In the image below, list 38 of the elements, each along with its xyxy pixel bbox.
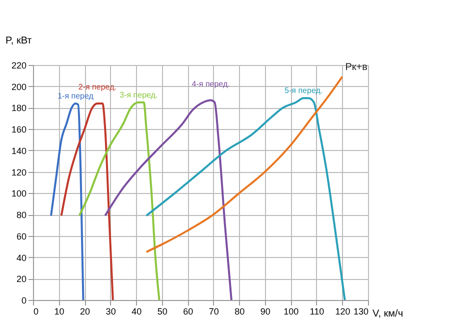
y-tick-label: 140 — [11, 146, 26, 156]
x-tick-label: 70 — [208, 306, 219, 316]
x-tick-label: 80 — [234, 306, 245, 316]
y-tick-label: 120 — [11, 167, 26, 178]
y-tick-label: 0 — [21, 296, 26, 306]
x-tick-label: 120 — [335, 306, 350, 316]
x-tick-label: 60 — [183, 306, 194, 316]
x-tick-label: 0 — [34, 306, 39, 316]
y-tick-label: 220 — [11, 60, 26, 70]
y-tick-label: 20 — [16, 274, 26, 284]
line-series — [78, 101, 160, 301]
line-series — [60, 102, 114, 301]
series-label: 1-я перед — [58, 91, 94, 100]
y-tick-label: 180 — [11, 103, 26, 114]
y-tick-label: 100 — [11, 188, 26, 199]
series-label: 3-я перед. — [120, 90, 158, 100]
text: 2-я перед. — [78, 82, 116, 92]
x-tick-label: 100 — [284, 306, 299, 316]
y-tick-label: 60 — [16, 231, 26, 242]
line-series — [104, 99, 232, 301]
y-tick-label: 200 — [11, 82, 26, 92]
series-label: 5-я перед. — [284, 86, 323, 96]
text: 4-я перед. — [192, 79, 230, 88]
series-label: Pк+в — [345, 62, 368, 73]
x-tick-label: 110 — [310, 306, 324, 316]
x-tick-label: 10 — [54, 306, 64, 316]
x-tick-label: 50 — [157, 306, 168, 316]
y-tick-label: 80 — [16, 210, 26, 220]
x-tick-label: 20 — [80, 306, 90, 316]
x-tick-label: 90 — [260, 306, 270, 316]
x-tick-label: 130 — [353, 306, 368, 316]
x-axis-title: V, км/ч — [372, 308, 404, 320]
y-tick-label: 160 — [11, 124, 26, 135]
line-series — [50, 102, 84, 301]
y-axis-title: P, кВт — [6, 36, 32, 46]
x-tick-label: 40 — [132, 306, 142, 316]
y-tick-label: 40 — [16, 252, 26, 263]
x-tick-label: 30 — [106, 306, 116, 316]
